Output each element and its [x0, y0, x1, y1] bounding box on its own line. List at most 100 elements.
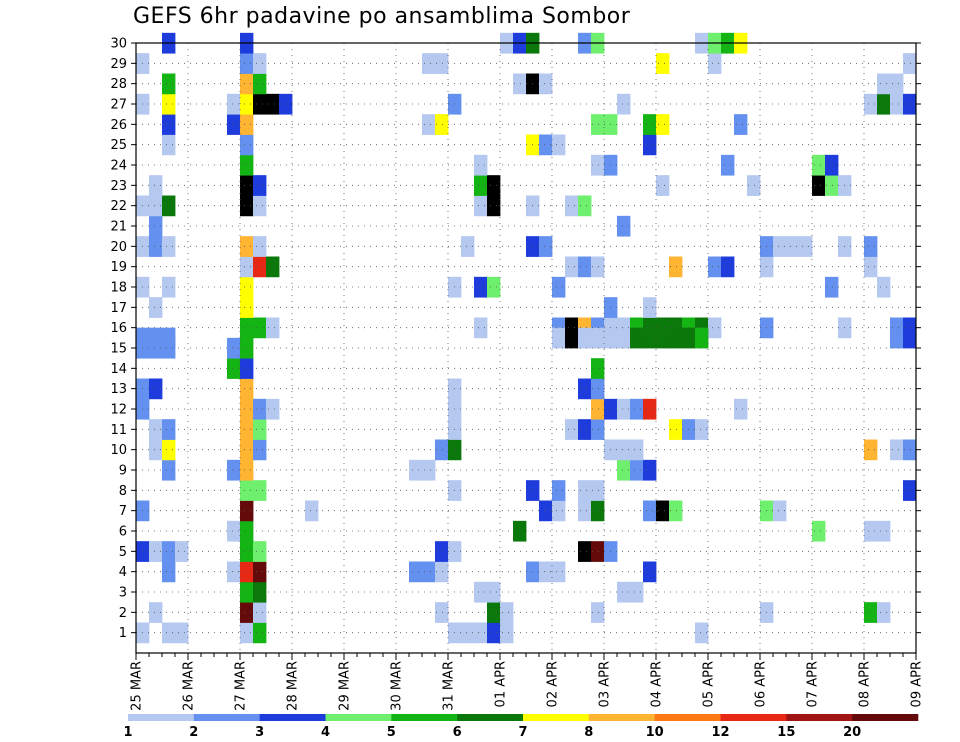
data-cell [617, 93, 631, 115]
data-cell [474, 317, 488, 339]
data-cell [864, 602, 878, 623]
data-cell [643, 561, 657, 583]
data-cell [149, 327, 163, 349]
legend-label: 4 [321, 725, 330, 740]
data-cell [240, 337, 254, 359]
data-cell [162, 419, 176, 440]
y-tick-label: 30 [110, 37, 127, 52]
data-cell [240, 378, 254, 400]
data-cell [552, 276, 566, 298]
data-cell [149, 439, 163, 461]
data-cell [474, 154, 488, 176]
data-cell [591, 154, 605, 176]
data-cell [591, 541, 605, 562]
data-cell [656, 500, 670, 522]
data-cell [812, 520, 826, 542]
y-tick-label: 13 [110, 382, 127, 397]
legend-swatch [523, 714, 590, 721]
y-tick-label: 29 [110, 57, 127, 72]
data-cell [474, 175, 488, 196]
data-cell [695, 419, 709, 440]
y-tick-label: 17 [110, 301, 127, 316]
data-cell [513, 520, 527, 542]
data-cell [435, 439, 449, 461]
legend-swatch [193, 714, 260, 721]
data-cell [240, 459, 254, 481]
data-cell [240, 398, 254, 420]
data-cell [435, 53, 449, 74]
x-tick-label: 28 MAR [286, 661, 301, 711]
data-cell [253, 175, 267, 196]
legend-swatch [588, 714, 655, 721]
data-cell [617, 215, 631, 237]
data-cell [409, 459, 423, 481]
y-tick-label: 28 [110, 77, 127, 92]
data-cell [552, 500, 566, 522]
data-cell [630, 327, 644, 349]
data-cell [240, 236, 254, 257]
data-cell [773, 500, 787, 522]
data-cell [578, 480, 592, 501]
data-cell [253, 602, 267, 623]
x-tick-label: 03 APR [598, 661, 613, 707]
y-tick-label: 16 [110, 321, 127, 336]
data-cell [240, 622, 254, 644]
data-cell [461, 236, 475, 257]
data-cell [591, 327, 605, 349]
data-cell [630, 581, 644, 603]
data-cell [240, 561, 254, 583]
data-cell [305, 500, 319, 522]
data-cell [253, 561, 267, 583]
data-cell [175, 622, 189, 644]
data-cell [591, 419, 605, 440]
data-cell [513, 73, 527, 95]
data-cell [552, 327, 566, 349]
y-tick-label: 18 [110, 281, 127, 296]
data-cell [435, 602, 449, 623]
data-cell [552, 561, 566, 583]
data-cell [604, 327, 618, 349]
data-cell [266, 317, 280, 339]
data-cell [474, 581, 488, 603]
data-cell [253, 541, 267, 562]
data-cell [435, 114, 449, 135]
y-tick-label: 4 [119, 565, 127, 580]
data-cell [149, 541, 163, 562]
data-cell [578, 541, 592, 562]
data-cell [240, 602, 254, 623]
data-cell [422, 114, 436, 135]
y-tick-label: 2 [119, 606, 127, 621]
data-cell [240, 134, 254, 156]
data-cell [539, 500, 553, 522]
data-cell [903, 53, 917, 74]
data-cell [695, 327, 709, 349]
legend-swatch [457, 714, 524, 721]
data-cell [721, 256, 735, 278]
data-cell [721, 154, 735, 176]
data-cell [903, 439, 917, 461]
data-cell [240, 154, 254, 176]
data-cell [162, 236, 176, 257]
data-cell [903, 480, 917, 501]
data-cell [227, 459, 241, 481]
data-cell [643, 297, 657, 318]
data-cell [877, 520, 891, 542]
data-cell [877, 73, 891, 95]
data-cell [643, 327, 657, 349]
data-cell [591, 480, 605, 501]
data-cell [656, 114, 670, 135]
data-cell [591, 358, 605, 379]
data-cell [591, 602, 605, 623]
legend-label: 12 [711, 725, 729, 740]
data-cell [162, 561, 176, 583]
data-cell [162, 459, 176, 481]
data-cell [747, 175, 761, 196]
legend-swatch [654, 714, 721, 721]
data-cell [474, 195, 488, 217]
data-cell [227, 358, 241, 379]
data-cell [149, 236, 163, 257]
data-cell [578, 500, 592, 522]
data-cell [266, 93, 280, 115]
data-cell [812, 175, 826, 196]
